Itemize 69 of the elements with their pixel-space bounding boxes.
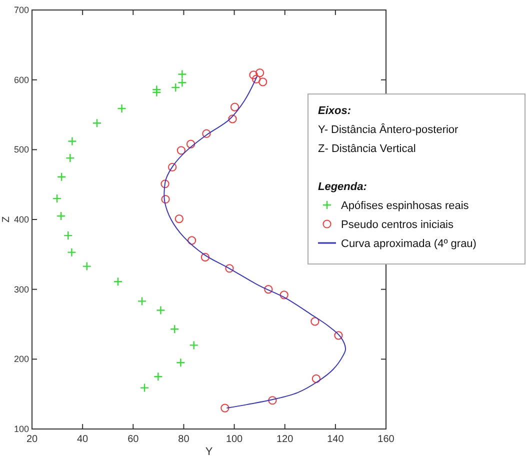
annotation: Z- Distância Vertical (318, 143, 416, 155)
annotation: Eixos: (318, 105, 352, 117)
point (67, 248, 76, 257)
point (171, 82, 180, 92)
point (170, 324, 180, 334)
point (137, 296, 147, 306)
point (92, 118, 102, 128)
point (176, 146, 186, 155)
point (52, 194, 62, 204)
point (66, 153, 75, 163)
x-tick-label: 160 (378, 434, 395, 445)
x-tick-label: 20 (26, 434, 38, 445)
point (225, 264, 234, 273)
y-tick-label: 700 (14, 5, 29, 15)
x-axis-title: Y (205, 446, 214, 456)
legend-title: Legenda: (318, 181, 368, 193)
point (312, 374, 321, 384)
x-tick-label: 40 (77, 434, 89, 445)
point (280, 290, 288, 300)
point (68, 136, 77, 146)
point (310, 317, 320, 326)
point (252, 74, 261, 84)
point (113, 277, 123, 286)
legend-label: Pseudo centros iniciais (341, 219, 454, 231)
legend-label: Apófises espinhosas reais (341, 200, 470, 212)
point (161, 194, 170, 204)
point (258, 78, 268, 86)
point (156, 306, 166, 315)
y-tick-label: 500 (14, 144, 29, 155)
point (117, 104, 126, 114)
point (249, 70, 258, 80)
point (168, 162, 177, 172)
point (230, 102, 240, 112)
point (264, 285, 273, 294)
point (334, 331, 343, 340)
point (186, 140, 196, 148)
point (56, 172, 66, 182)
y-tick-label: 300 (14, 284, 29, 294)
point (174, 214, 184, 224)
point (228, 114, 237, 124)
y-axis-title: Z (1, 216, 12, 223)
point (176, 358, 186, 368)
x-tick-label: 140 (327, 434, 344, 445)
point (268, 396, 277, 405)
y-tick-label: 400 (14, 214, 29, 224)
point (188, 236, 196, 245)
point (256, 68, 264, 78)
x-tick-label: 60 (128, 434, 140, 445)
y-tick-label: 600 (14, 74, 29, 85)
legend-label: Curva aproximada (4º grau) (341, 238, 476, 250)
x-tick-label: 120 (276, 434, 294, 445)
y-tick-label: 100 (14, 424, 29, 434)
point (178, 78, 187, 88)
point (154, 372, 163, 382)
point (202, 129, 211, 138)
y-tick-label: 200 (14, 354, 29, 364)
x-tick-label: 100 (226, 434, 244, 445)
annotation: Y- Distância Ântero-posterior (318, 123, 459, 136)
point (56, 211, 66, 221)
x-tick-label: 80 (178, 434, 190, 445)
point (189, 340, 198, 350)
point (160, 180, 170, 188)
point (140, 383, 150, 392)
point (64, 230, 73, 240)
point (82, 262, 92, 271)
point (178, 70, 187, 79)
point (220, 404, 230, 412)
point (152, 88, 162, 98)
point (200, 252, 210, 262)
